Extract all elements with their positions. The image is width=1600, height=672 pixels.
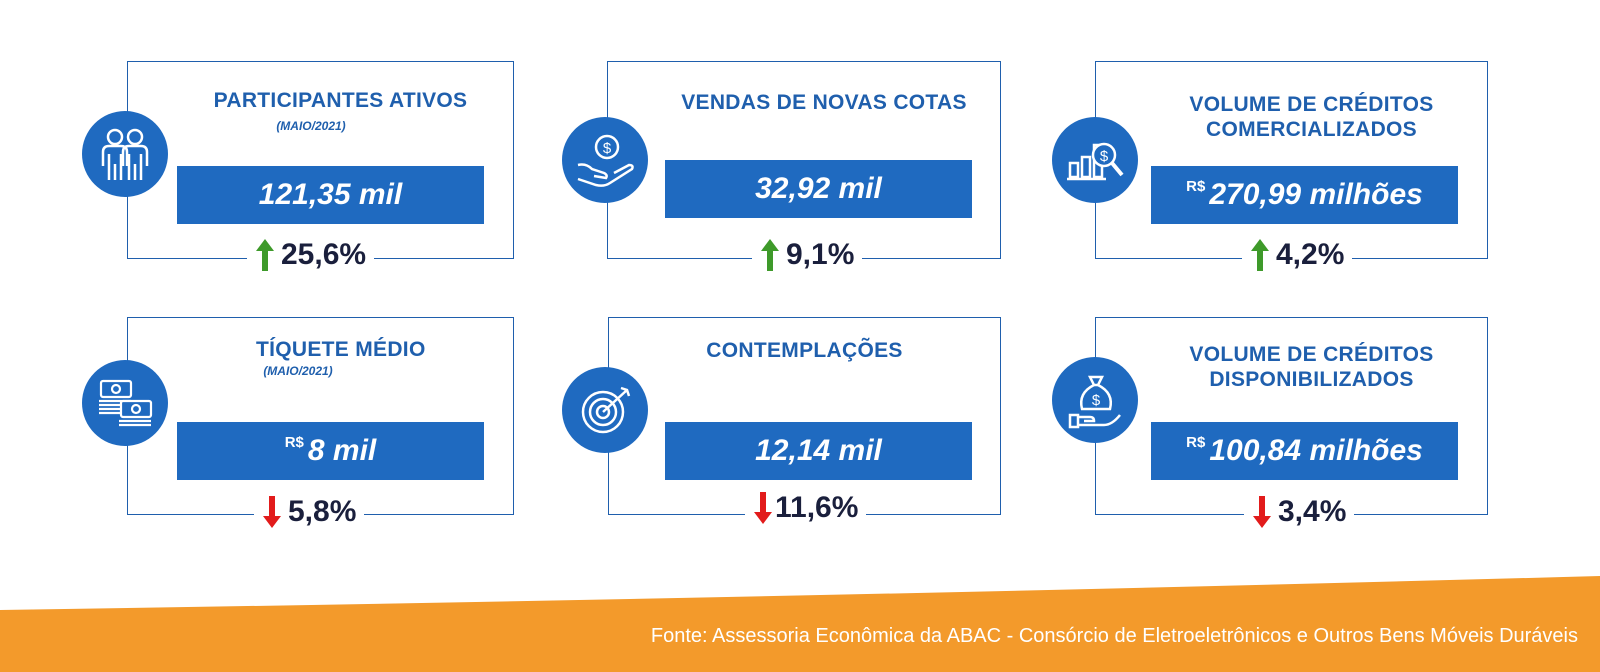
value-box: R$ 270,99 milhões [1151, 166, 1458, 224]
currency-label: R$ [284, 433, 304, 451]
card-contemplacoes: CONTEMPLAÇÕES 12,14 mil 11,6% [608, 317, 1001, 528]
currency-label: R$ [1186, 177, 1206, 195]
value-box: 32,92 mil [665, 160, 972, 218]
card-title-line2: DISPONIBILIZADOS [1209, 368, 1414, 391]
change-indicator: 9,1% [752, 235, 863, 275]
change-indicator: 11,6% [745, 488, 867, 528]
svg-text:$: $ [1092, 392, 1101, 409]
change-indicator: 5,8% [254, 492, 365, 532]
card-title: VOLUME DE CRÉDITOS [1189, 93, 1434, 116]
footer-band [0, 576, 1600, 672]
card-volume-creditos-disponibilizados: VOLUME DE CRÉDITOS DISPONIBILIZADOS R$ 1… [1095, 317, 1488, 532]
value-box: 121,35 mil [177, 166, 484, 224]
card-subtitle: (MAIO/2021) [263, 364, 333, 378]
value-box: R$ 8 mil [177, 422, 484, 480]
change-value: 25,6% [281, 238, 367, 271]
value-text: 8 mil [307, 434, 377, 467]
value-text: 270,99 milhões [1209, 178, 1423, 211]
people-icon [82, 111, 168, 197]
arrow-up-icon [1251, 239, 1269, 271]
card-tiquete-medio: TÍQUETE MÉDIO (MAIO/2021) R$ 8 mil 5,8% [127, 317, 514, 532]
card-title: VOLUME DE CRÉDITOS [1189, 343, 1434, 366]
change-indicator: 3,4% [1244, 492, 1355, 532]
card-participantes-ativos: PARTICIPANTES ATIVOS (MAIO/2021) 121,35 … [127, 61, 514, 275]
change-value: 4,2% [1276, 238, 1345, 271]
currency-label: R$ [1186, 433, 1206, 451]
change-value: 3,4% [1278, 495, 1347, 528]
arrow-down-icon [754, 492, 772, 524]
value-text: 12,14 mil [755, 434, 882, 467]
change-indicator: 4,2% [1242, 235, 1353, 275]
target-icon [562, 367, 648, 453]
change-value: 5,8% [288, 495, 357, 528]
chart-magnifier-icon: $ [1052, 117, 1138, 203]
value-box: 12,14 mil [665, 422, 972, 480]
svg-text:$: $ [603, 140, 612, 157]
change-value: 9,1% [786, 238, 855, 271]
value-text: 100,84 milhões [1209, 434, 1423, 467]
card-title: PARTICIPANTES ATIVOS [213, 89, 468, 112]
money-stack-icon [82, 360, 168, 446]
source-note: Fonte: Assessoria Econômica da ABAC - Co… [650, 625, 1578, 647]
change-value: 11,6% [775, 491, 859, 524]
card-subtitle: (MAIO/2021) [276, 119, 346, 133]
card-title-line2: COMERCIALIZADOS [1206, 118, 1417, 141]
value-text: 32,92 mil [755, 172, 882, 205]
arrow-up-icon [761, 239, 779, 271]
change-indicator: 25,6% [247, 235, 375, 275]
value-text: 121,35 mil [258, 178, 403, 211]
card-title: CONTEMPLAÇÕES [706, 339, 903, 362]
arrow-down-icon [263, 496, 281, 528]
card-title: TÍQUETE MÉDIO [256, 338, 426, 361]
card-volume-creditos-comercializados: VOLUME DE CRÉDITOS COMERCIALIZADOS R$ 27… [1095, 61, 1488, 275]
card-title: VENDAS DE NOVAS COTAS [681, 91, 967, 114]
hand-coin-icon: $ [562, 117, 648, 203]
svg-text:$: $ [1100, 148, 1109, 165]
card-vendas-novas-cotas: VENDAS DE NOVAS COTAS 32,92 mil 9,1% [607, 61, 1001, 275]
arrow-up-icon [256, 239, 274, 271]
arrow-down-icon [1253, 496, 1271, 528]
value-box: R$ 100,84 milhões [1151, 422, 1458, 480]
money-bag-hand-icon: $ [1052, 357, 1138, 443]
